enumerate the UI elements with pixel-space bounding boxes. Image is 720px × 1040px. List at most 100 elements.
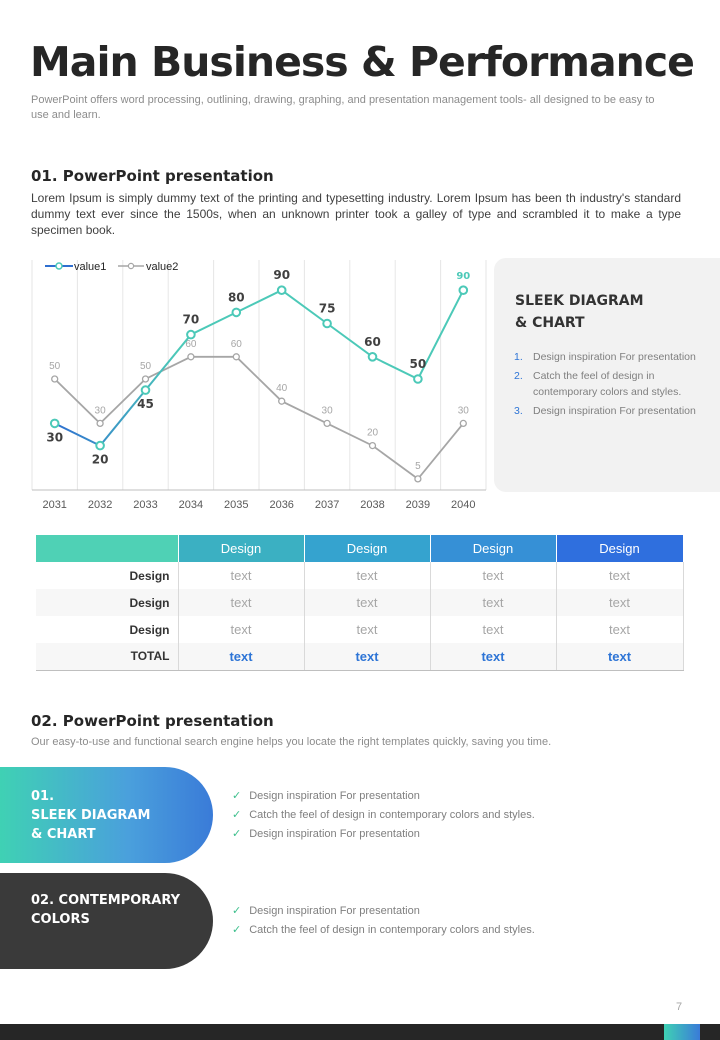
data-label-value1: 20: [92, 453, 109, 467]
data-point-value1: [186, 329, 196, 340]
checklist-item: ✓ Catch the feel of design in contemporar…: [232, 921, 535, 940]
side-panel-item: 3. Design inspiration For presentation: [514, 403, 714, 419]
data-label-value2: 40: [276, 383, 288, 394]
section1-body: Lorem Ipsum is simply dummy text of the …: [31, 191, 681, 237]
side-panel-item-number: 2.: [514, 370, 523, 382]
checklist-item: ✓ Design inspiration For presentation: [232, 902, 535, 921]
table-cell: text: [556, 562, 684, 589]
table-cell: text: [556, 589, 684, 616]
data-label-value1: 60: [364, 335, 381, 349]
data-label-value2: 20: [367, 428, 379, 439]
data-point-value2: [96, 419, 104, 428]
data-label-value1: 90: [273, 268, 290, 282]
block-label-sleek-diagram: 01. SLEEK DIAGRAM & CHART: [0, 767, 213, 863]
table-cell: text: [304, 562, 431, 589]
design-table: Design Design Design Design Design text …: [36, 535, 684, 671]
check-icon: ✓: [232, 790, 242, 802]
data-point-value1: [367, 352, 378, 362]
checklist-item: ✓ Catch the feel of design in contemporar…: [232, 806, 535, 825]
data-label-value1: 45: [137, 397, 154, 411]
data-label-value2: 30: [95, 405, 107, 416]
data-label-value2: 50: [140, 361, 152, 372]
side-panel-item-text: Catch the feel of design in contemporary…: [533, 370, 682, 398]
total-label: TOTAL: [36, 643, 179, 671]
legend-label-value2: value2: [146, 261, 178, 273]
data-label-value2: 60: [185, 339, 197, 350]
table-cell: text: [178, 616, 305, 643]
table-cell: text: [304, 589, 431, 616]
data-label-value2: 5: [415, 461, 421, 472]
data-point-value2: [323, 419, 331, 428]
table-header-row: Design Design Design Design: [36, 535, 684, 562]
data-point-value1: [140, 385, 151, 395]
data-label-value1: 90: [456, 271, 470, 282]
side-panel-item: 1. Design inspiration For presentation: [514, 349, 714, 365]
data-label-value1: 50: [410, 357, 427, 371]
row-label: Design: [36, 589, 179, 616]
check-icon: ✓: [232, 905, 242, 917]
data-point-value2: [278, 397, 286, 405]
table-row: Design text text text text: [36, 616, 684, 643]
x-tick-label: 2037: [315, 499, 339, 511]
data-point-value1: [458, 285, 469, 296]
data-label-value1: 30: [46, 430, 63, 444]
x-tick-label: 2039: [406, 499, 430, 511]
table-header-cell: Design: [178, 535, 305, 562]
section1-heading: 01. PowerPoint presentation: [31, 167, 274, 185]
x-tick-label: 2036: [269, 499, 293, 511]
data-label-value2: 30: [458, 405, 470, 416]
series-line-value1: [54, 289, 465, 447]
checklist-item-text: Catch the feel of design in contemporary…: [249, 924, 535, 936]
row-label: Design: [36, 616, 179, 643]
total-cell: text: [430, 643, 557, 671]
checklist-item-text: Design inspiration For presentation: [249, 905, 420, 917]
x-tick-label: 2032: [88, 499, 112, 511]
side-panel-item-text: Design inspiration For presentation: [533, 405, 696, 417]
table-cell: text: [430, 616, 557, 643]
line-chart: 2031 2032 2033 2034 2035 2036 2037 2038 2039 2040…: [28, 255, 488, 520]
data-point-value2: [459, 419, 467, 428]
data-label-value2: 30: [322, 405, 334, 416]
side-panel-item: 2. Catch the feel of design in contempora…: [514, 368, 714, 400]
page-number: 7: [676, 1001, 683, 1013]
table-row: Design text text text text: [36, 589, 684, 616]
checklist-item-text: Design inspiration For presentation: [249, 828, 420, 840]
data-point-value1: [95, 440, 105, 451]
data-label-value1: 80: [228, 290, 245, 304]
checklist-item-text: Catch the feel of design in contemporary…: [249, 809, 535, 821]
x-tick-label: 2034: [179, 499, 203, 511]
table-cell: text: [430, 562, 557, 589]
table-header-cell: Design: [556, 535, 684, 562]
section2-subtitle: Our easy-to-use and functional search en…: [31, 736, 552, 748]
data-label-value1: 70: [183, 313, 200, 327]
data-point-value1: [413, 374, 423, 384]
row-label: Design: [36, 562, 179, 589]
block-checklist: ✓ Design inspiration For presentation ✓ Ca…: [232, 787, 535, 844]
side-panel: SLEEK DIAGRAM & CHART 1. Design inspirati…: [494, 258, 720, 492]
block-checklist: ✓ Design inspiration For presentation ✓ Ca…: [232, 902, 535, 940]
table-header-cell: [36, 535, 179, 562]
line-chart-svg: 2031 2032 2033 2034 2035 2036 2037 2038 2039 2040…: [31, 260, 487, 511]
table-cell: text: [556, 616, 684, 643]
data-point-value1: [231, 307, 242, 318]
legend-marker-value1: [55, 262, 63, 270]
data-point-value2: [141, 375, 150, 383]
table-row: Design text text text text: [36, 562, 684, 589]
x-tick-label: 2040: [451, 499, 475, 511]
total-cell: text: [304, 643, 431, 671]
page-title: Main Business & Performance: [30, 38, 695, 86]
table-header-cell: Design: [304, 535, 431, 562]
x-tick-label: 2033: [133, 499, 157, 511]
check-icon: ✓: [232, 828, 242, 840]
total-cell: text: [556, 643, 684, 671]
side-panel-title: SLEEK DIAGRAM & CHART: [515, 293, 644, 331]
checklist-item-text: Design inspiration For presentation: [249, 790, 420, 802]
table-cell: text: [178, 589, 305, 616]
table-cell: text: [430, 589, 557, 616]
total-cell: text: [178, 643, 305, 671]
table-cell: text: [178, 562, 305, 589]
footer-bar: [0, 1024, 720, 1040]
checklist-item: ✓ Design inspiration For presentation: [232, 825, 535, 844]
data-point-value2: [414, 475, 422, 483]
series-line-value2: [54, 355, 464, 481]
